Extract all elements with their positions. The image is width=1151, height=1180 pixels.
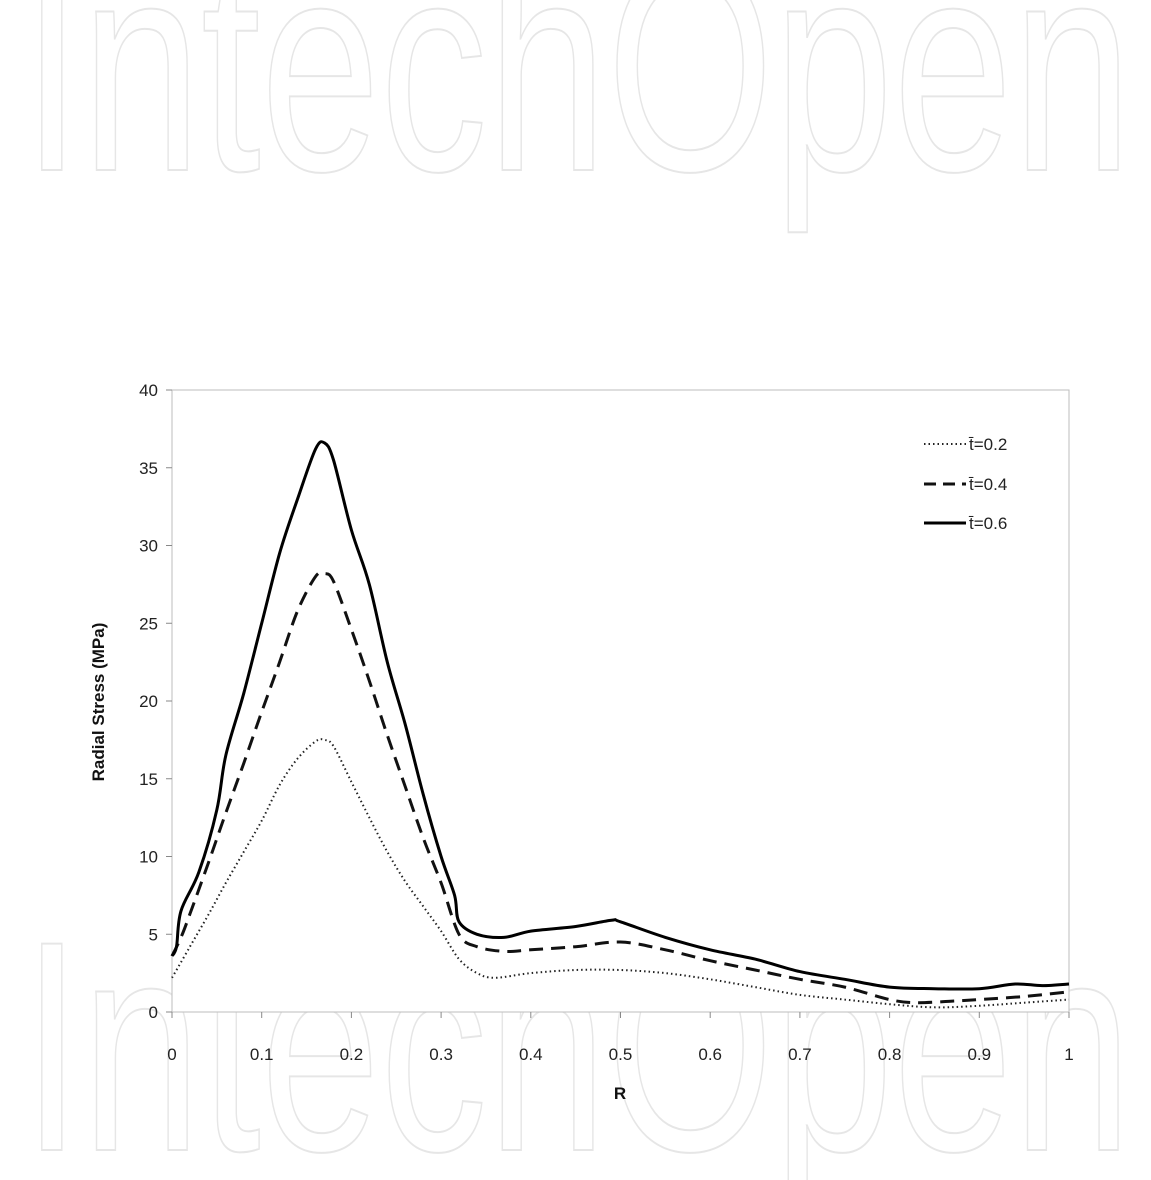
y-axis-ticks: 0 5 10 15 20 25 30 35 40 [139,381,172,1022]
y-tick-label: 25 [139,614,158,633]
legend-label-series-2: t̄=0.4 [968,475,1007,494]
series-layer [170,440,1070,1009]
x-tick-label: 0.9 [967,1045,991,1064]
legend-label-series-3: t̄=0.6 [968,514,1007,533]
y-tick-label: 20 [139,692,158,711]
x-tick-label: 0.5 [609,1045,633,1064]
series-line-1 [171,738,1070,1009]
x-tick-label: 0.2 [340,1045,364,1064]
y-tick-label: 15 [139,770,158,789]
y-tick-label: 35 [139,459,158,478]
y-tick-label: 30 [139,537,158,556]
x-axis-title: R [614,1084,626,1103]
x-tick-label: 0 [167,1045,176,1064]
x-tick-label: 0.6 [698,1045,722,1064]
x-tick-label: 0.1 [250,1045,274,1064]
x-tick-label: 0.4 [519,1045,543,1064]
y-tick-label: 0 [149,1003,158,1022]
y-tick-label: 5 [149,925,158,944]
plot-area [171,389,1070,1013]
series-line-2 [170,570,1070,1005]
y-tick-label: 10 [139,848,158,867]
x-tick-label: 1 [1064,1045,1073,1064]
x-axis-ticks: 0 0.1 0.2 0.3 0.4 0.5 0.6 0.7 0.8 0.9 1 [167,1012,1074,1064]
legend: t̄=0.2 t̄=0.4 t̄=0.6 [924,435,1007,533]
series-line-3 [170,440,1070,991]
y-axis-title: Radial Stress (MPa) [89,623,108,782]
watermark-top: IntechOpen [22,0,1132,236]
x-tick-label: 0.3 [429,1045,453,1064]
x-tick-label: 0.7 [788,1045,812,1064]
x-tick-label: 0.8 [878,1045,902,1064]
y-tick-label: 40 [139,381,158,400]
legend-label-series-1: t̄=0.2 [968,435,1007,454]
